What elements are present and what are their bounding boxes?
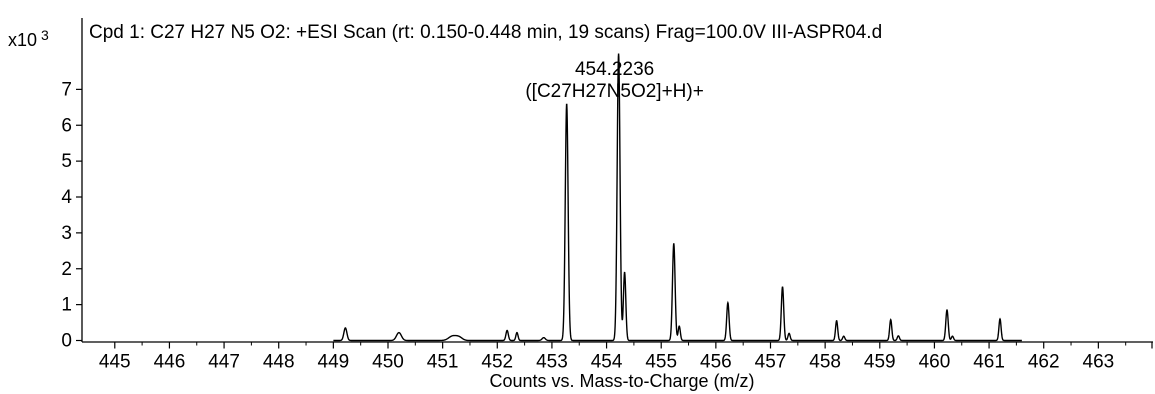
x-tick-label: 463 xyxy=(1083,352,1115,373)
x-tick-label: 454 xyxy=(591,352,623,373)
y-tick-label: 0 xyxy=(61,331,72,352)
x-tick-label: 453 xyxy=(536,352,568,373)
multiplier-base: x10 xyxy=(8,30,37,50)
x-tick-label: 456 xyxy=(700,352,732,373)
x-tick-label: 462 xyxy=(1028,352,1060,373)
multiplier-exponent: 3 xyxy=(41,27,49,43)
x-tick-label: 450 xyxy=(372,352,404,373)
x-axis-label: Counts vs. Mass-to-Charge (m/z) xyxy=(489,371,754,391)
spectrum-line xyxy=(333,53,1022,342)
x-tick-label: 461 xyxy=(973,352,1005,373)
x-tick-label: 458 xyxy=(809,352,841,373)
y-tick-label: 2 xyxy=(61,259,72,280)
x-tick-label: 451 xyxy=(427,352,459,373)
y-tick-label: 4 xyxy=(61,187,72,208)
series-layer xyxy=(333,53,1022,342)
y-axis-multiplier: x10 3 xyxy=(8,27,49,50)
plot-frame xyxy=(81,18,1153,343)
x-tick-label: 445 xyxy=(99,352,131,373)
x-tick-label: 448 xyxy=(263,352,295,373)
x-axis-ticks: 445 446 447 448 449 450 451 452 453 454 455 456 457 4… xyxy=(99,342,1153,373)
annotation-layer: 454.2236([C27H27N5O2]+H)+ xyxy=(525,59,703,102)
x-tick-label: 447 xyxy=(208,352,240,373)
chart-title: Cpd 1: C27 H27 N5 O2: +ESI Scan (rt: 0.1… xyxy=(89,22,882,43)
x-tick-label: 455 xyxy=(645,352,677,373)
x-tick-label: 460 xyxy=(919,352,951,373)
x-tick-label: 446 xyxy=(154,352,186,373)
y-axis-ticks: 0 1 2 3 4 5 6 7 xyxy=(61,79,82,352)
x-tick-label: 449 xyxy=(318,352,350,373)
x-tick-label: 457 xyxy=(755,352,787,373)
y-tick-label: 5 xyxy=(61,151,72,172)
peak-annotation-line: ([C27H27N5O2]+H)+ xyxy=(525,81,703,102)
y-tick-label: 7 xyxy=(61,79,72,100)
y-tick-label: 6 xyxy=(61,115,72,136)
y-tick-label: 1 xyxy=(61,295,72,316)
peak-annotation-line: 454.2236 xyxy=(575,59,654,80)
x-tick-label: 459 xyxy=(864,352,896,373)
y-tick-label: 3 xyxy=(61,223,72,244)
x-tick-label: 452 xyxy=(481,352,513,373)
